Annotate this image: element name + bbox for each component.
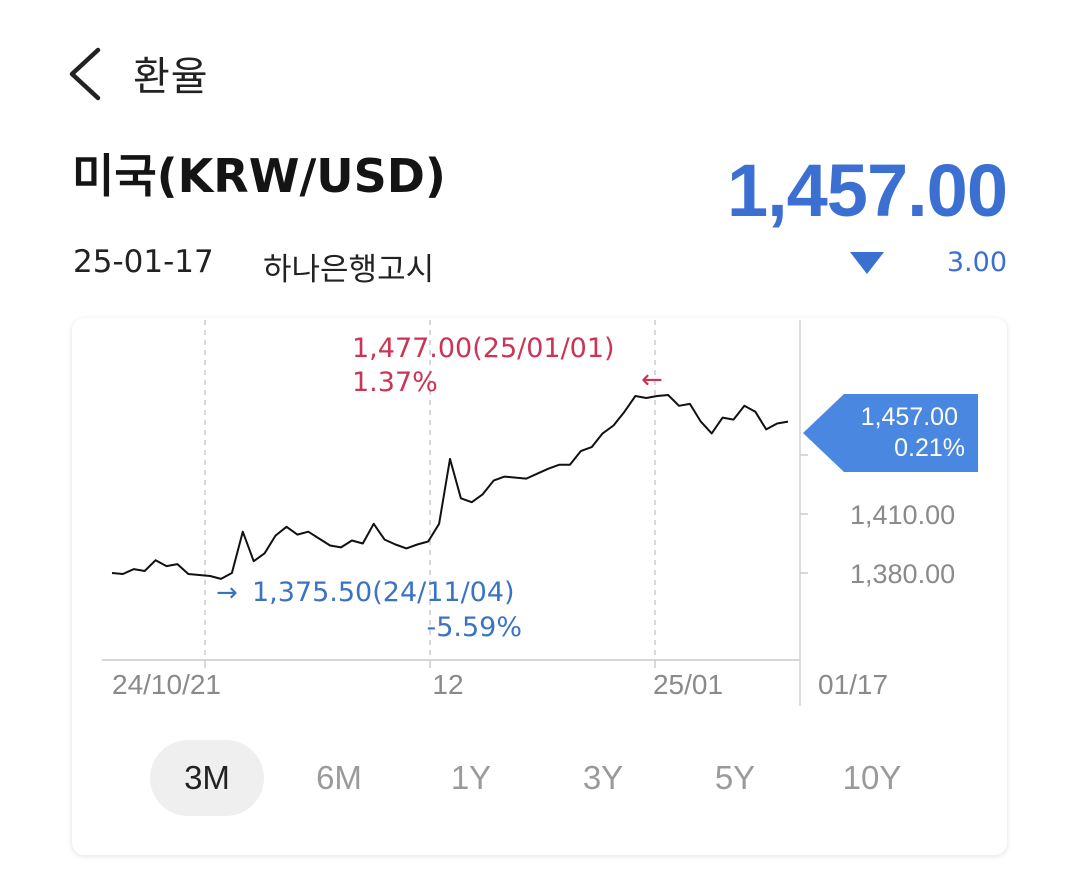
period-3y[interactable]: 3Y — [582, 759, 624, 796]
current-value-marker — [803, 394, 978, 472]
current-value-label: 1,457.00 — [861, 403, 958, 431]
period-3m[interactable]: 3M — [150, 740, 264, 816]
series-line — [111, 394, 789, 580]
back-arrow-icon[interactable] — [62, 46, 110, 102]
currency-name: 미국(KRW/USD) — [72, 149, 446, 203]
low-change: -5.59% — [426, 612, 522, 643]
exchange-rate: 1,457.00 — [726, 149, 1008, 232]
high-label: 1,477.00(25/01/01) — [352, 333, 615, 364]
rate-change: 3.00 — [946, 247, 1007, 278]
low-arrow-icon: → — [216, 578, 238, 608]
period-6m[interactable]: 6M — [316, 759, 362, 796]
x-tick-label: 01/17 — [818, 669, 888, 700]
x-tick-label: 12 — [432, 669, 463, 700]
period-5y[interactable]: 5Y — [714, 759, 756, 796]
down-triangle-icon — [850, 252, 884, 274]
x-tick-label: 24/10/21 — [112, 669, 221, 700]
y-tick-label: 1,410.00 — [850, 500, 955, 530]
period-selector: 3M 6M 1Y 3Y 5Y 10Y — [0, 740, 1079, 820]
high-arrow-icon: ← — [641, 365, 663, 395]
page-title: 환율 — [133, 54, 209, 100]
x-tick-label: 25/01 — [653, 669, 723, 700]
rate-date: 25-01-17 — [73, 244, 214, 280]
low-label: 1,375.50(24/11/04) — [252, 577, 515, 608]
period-1y[interactable]: 1Y — [450, 759, 492, 796]
y-tick-label: 1,380.00 — [850, 559, 955, 589]
current-change-label: 0.21% — [894, 434, 965, 462]
high-change: 1.37% — [352, 367, 438, 398]
rate-source: 하나은행고시 — [263, 252, 435, 288]
period-10y[interactable]: 10Y — [842, 759, 902, 796]
